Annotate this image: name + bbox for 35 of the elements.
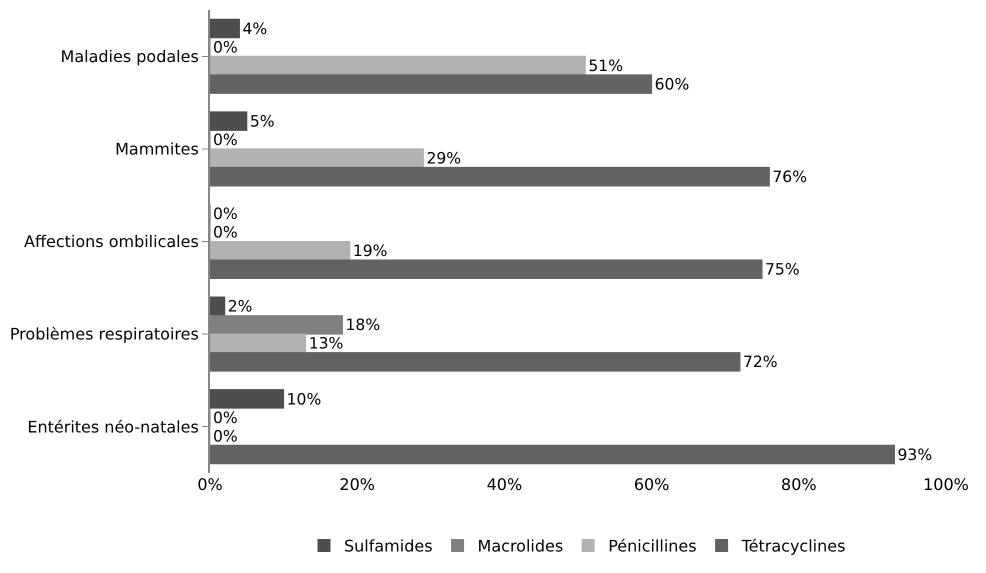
data-label: 18% — [346, 316, 380, 334]
data-label: 60% — [654, 75, 690, 94]
data-label: 0% — [213, 38, 238, 56]
data-label: 51% — [588, 56, 624, 75]
legend-label: Pénicillines — [608, 536, 697, 556]
legend-label: Macrolides — [478, 536, 564, 556]
x-tick-label: 100% — [923, 475, 969, 494]
data-label: 76% — [772, 168, 808, 186]
data-label: 75% — [765, 260, 800, 279]
data-label: 0% — [213, 131, 238, 149]
y-tick-label: Mammites — [115, 140, 199, 158]
data-label: 2% — [228, 298, 252, 316]
data-label: 10% — [286, 390, 322, 408]
data-label: 0% — [213, 408, 238, 427]
data-label: 5% — [250, 112, 275, 130]
data-label: 0% — [213, 205, 238, 224]
data-label: 0% — [213, 224, 238, 242]
data-label: 19% — [352, 242, 388, 260]
data-label: 72% — [742, 353, 778, 372]
y-tick-label: Problèmes respiratoires — [10, 324, 199, 344]
data-label: 0% — [213, 427, 238, 446]
legend-label: Tétracyclines — [740, 536, 846, 556]
x-tick-label: 0% — [197, 475, 223, 494]
data-label: 29% — [426, 150, 462, 168]
y-tick-label: Maladies podales — [60, 46, 199, 66]
x-tick-label: 40% — [486, 475, 522, 494]
x-tick-label: 80% — [781, 475, 817, 494]
x-tick-label: 60% — [634, 475, 670, 494]
legend-label: Sulfamides — [344, 536, 433, 556]
data-label: 4% — [242, 20, 268, 38]
x-tick-label: 20% — [339, 475, 375, 494]
y-tick-label: Entérites néo-natales — [27, 417, 199, 436]
data-label: 13% — [308, 334, 344, 353]
y-tick-label: Affections ombilicales — [24, 232, 199, 252]
data-label: 93% — [898, 446, 932, 464]
